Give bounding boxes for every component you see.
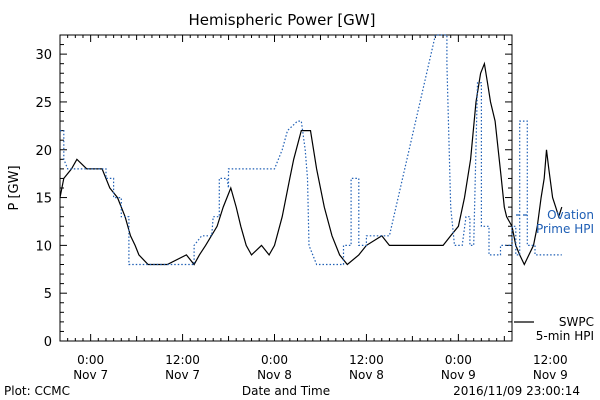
x-tick-label-time: 12:00: [533, 353, 568, 367]
x-tick-label-date: Nov 9: [441, 368, 476, 382]
x-tick-label-time: 0:00: [77, 353, 104, 367]
legend-label-swpc-line2: 5-min HPI: [536, 329, 594, 343]
x-tick-label-date: Nov 9: [533, 368, 568, 382]
legend-label-swpc-line1: SWPC: [559, 315, 594, 329]
x-tick-label-date: Nov 8: [257, 368, 292, 382]
x-axis-label: Date and Time: [242, 384, 330, 398]
x-tick-label-time: 12:00: [165, 353, 200, 367]
y-tick-label: 15: [35, 192, 52, 207]
series-line-ovation-prime-hpi: [60, 34, 562, 266]
x-tick-label-time: 12:00: [349, 353, 384, 367]
y-tick-label: 25: [35, 96, 52, 111]
y-tick-label: 20: [35, 144, 52, 159]
y-tick-label: 10: [35, 239, 52, 254]
y-tick-label: 30: [35, 48, 52, 63]
y-tick-label: 0: [44, 335, 52, 350]
plot-credit: Plot: CCMC: [4, 384, 70, 398]
x-tick-label-time: 0:00: [261, 353, 288, 367]
y-tick-label: 5: [44, 287, 52, 302]
y-axis-label: P [GW]: [7, 165, 22, 210]
x-tick-label-date: Nov 7: [165, 368, 200, 382]
legend-label-ovation-line1: Ovation: [547, 208, 594, 222]
x-tick-label-time: 0:00: [445, 353, 472, 367]
y-axis: 0 5 10 15 20 25 30: [35, 34, 512, 350]
x-tick-label-date: Nov 7: [73, 368, 108, 382]
plot-frame: [59, 34, 513, 342]
plot-timestamp: 2016/11/09 23:00:14: [453, 384, 580, 398]
legend-label-ovation-line2: Prime HPI: [536, 222, 594, 236]
series-line-swpc-hpi: [59, 61, 563, 266]
chart-title: Hemispheric Power [GW]: [189, 11, 376, 29]
x-tick-label-date: Nov 8: [349, 368, 384, 382]
series-group: [59, 34, 563, 266]
